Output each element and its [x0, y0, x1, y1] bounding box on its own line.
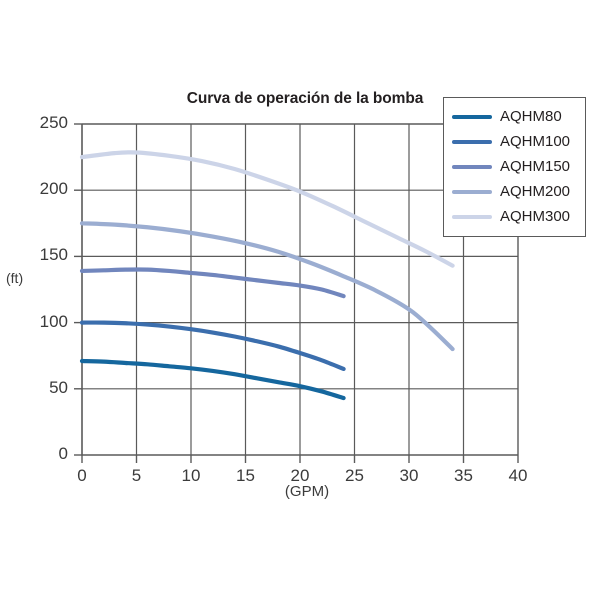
- legend-item-label: AQHM300: [500, 208, 571, 225]
- y-axis-label: (ft): [6, 270, 24, 286]
- series-line-aqhm80: [79, 358, 346, 401]
- x-tick-label: 35: [454, 466, 473, 485]
- legend-swatch-icon: [452, 164, 492, 169]
- series-line-aqhm100: [79, 320, 346, 372]
- y-tick-label: 200: [39, 179, 68, 199]
- y-tick-label: 50: [49, 377, 68, 397]
- y-tick-label: 100: [39, 311, 68, 331]
- y-tick-label: 250: [39, 113, 68, 132]
- x-tick-label: 10: [181, 466, 201, 485]
- x-tick-label: 5: [131, 466, 142, 485]
- series-line-aqhm150: [79, 267, 346, 299]
- legend-swatch-icon: [452, 214, 492, 219]
- x-tick-label: 20: [290, 466, 310, 485]
- legend-item-aqhm150[interactable]: AQHM150: [452, 154, 585, 179]
- legend-item-aqhm200[interactable]: AQHM200: [452, 179, 585, 204]
- legend-item-label: AQHM200: [500, 183, 571, 200]
- tick-marks: [74, 123, 519, 463]
- x-tick-label: 30: [399, 466, 419, 485]
- x-axis-label: (GPM): [284, 483, 330, 500]
- legend-item-aqhm80[interactable]: AQHM80: [452, 104, 585, 129]
- x-tick-label: 15: [236, 466, 255, 485]
- legend-item-aqhm100[interactable]: AQHM100: [452, 129, 585, 154]
- x-tick-label: 40: [508, 466, 528, 485]
- legend: AQHM80 AQHM100 AQHM150 AQHM200 AQHM300: [443, 97, 586, 237]
- legend-swatch-icon: [452, 189, 492, 194]
- series-lines: [79, 150, 455, 401]
- series-line-aqhm300: [79, 150, 455, 268]
- x-tick-label: 25: [345, 466, 364, 485]
- legend-swatch-icon: [452, 139, 492, 144]
- legend-item-label: AQHM80: [500, 108, 562, 125]
- legend-item-label: AQHM100: [500, 133, 571, 150]
- x-tick-label: 0: [77, 466, 87, 485]
- legend-item-label: AQHM150: [500, 158, 571, 175]
- legend-swatch-icon: [452, 114, 492, 119]
- legend-item-aqhm300[interactable]: AQHM300: [452, 204, 585, 229]
- y-tick-label: 150: [39, 245, 68, 265]
- y-tick-label: 0: [58, 444, 68, 463]
- series-line-aqhm200: [79, 221, 455, 352]
- chart-title: Curva de operación de la bomba: [186, 90, 424, 107]
